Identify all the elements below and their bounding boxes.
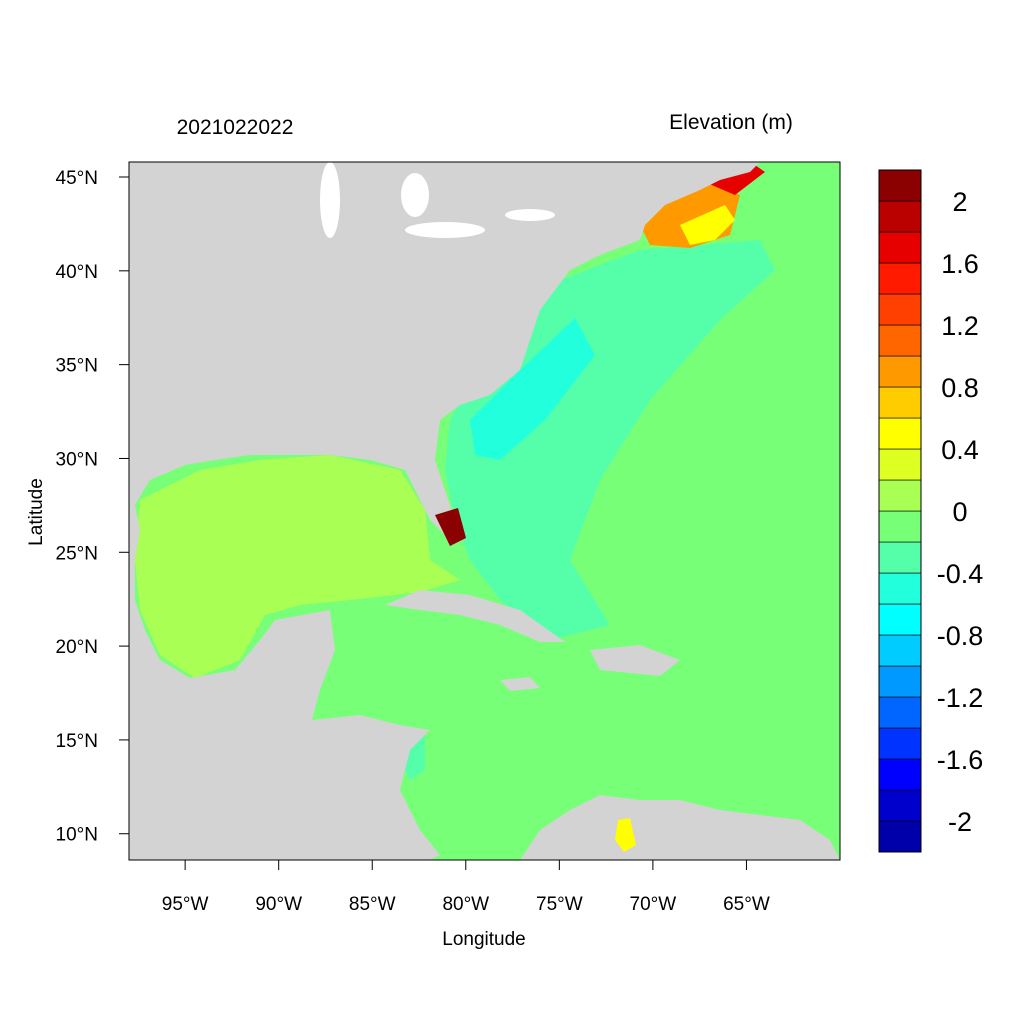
coastal-anomaly	[435, 508, 466, 546]
y-tick-label: 25°N	[56, 543, 98, 564]
colorbar-box	[878, 572, 922, 605]
colorbar-tick-label: 1.6	[941, 249, 979, 279]
colorbar-box	[878, 789, 922, 822]
x-tick-label: 75°W	[536, 894, 583, 915]
x-tick-label: 70°W	[630, 894, 677, 915]
y-tick-label: 30°N	[56, 449, 98, 470]
colorbar-box	[878, 603, 922, 636]
land	[500, 677, 540, 691]
colorbar-box	[878, 727, 922, 760]
gulf-of-maine-anomaly	[680, 205, 735, 245]
lake	[405, 222, 485, 238]
colorbar-tick-label: -0.8	[937, 621, 984, 651]
map-field	[129, 162, 840, 860]
colorbar-tick-label: 2	[952, 187, 967, 217]
y-tick-label: 40°N	[56, 262, 98, 283]
subtitle: Elevation (m)	[669, 111, 793, 134]
map-frame	[128, 161, 841, 861]
colorbar-tick-label: -2	[948, 807, 972, 837]
colorbar-box	[878, 293, 922, 326]
x-tick-label: 90°W	[255, 894, 302, 915]
y-tick-label: 20°N	[56, 637, 98, 658]
colorbar-box	[878, 324, 922, 357]
land	[385, 590, 565, 642]
colorbar-tick-label: 0	[952, 497, 967, 527]
y-tick-label: 15°N	[56, 731, 98, 752]
colorbar-box	[878, 758, 922, 791]
colorbar-box	[878, 541, 922, 574]
colorbar-frame	[878, 169, 922, 853]
y-tick-label: 35°N	[56, 356, 98, 377]
x-tick-label: 85°W	[349, 894, 396, 915]
land	[440, 795, 840, 860]
colorbar-tick-label: 1.2	[941, 311, 979, 341]
colorbar-box	[878, 510, 922, 543]
shelf-anomaly	[470, 318, 595, 460]
colorbar-box	[878, 696, 922, 729]
colorbar-box	[878, 417, 922, 450]
colorbar-box	[878, 386, 922, 419]
y-axis-label: Latitude	[26, 478, 47, 546]
colorbar-box	[878, 634, 922, 667]
colorbar-box	[878, 820, 922, 853]
colorbar-tick-label: 0.8	[941, 373, 979, 403]
coastal-anomaly	[700, 165, 765, 195]
colorbar-box	[878, 169, 922, 202]
title: 2021022022	[177, 116, 294, 139]
land	[590, 645, 680, 676]
y-tick-label: 45°N	[56, 168, 98, 189]
colorbar-box	[878, 200, 922, 233]
colorbar-box	[878, 448, 922, 481]
colorbar-tick-label: -1.2	[937, 683, 984, 713]
lake	[320, 162, 340, 238]
lake	[401, 173, 429, 217]
colorbar-box	[878, 231, 922, 264]
colorbar-box	[878, 262, 922, 295]
y-tick-label: 10°N	[56, 825, 98, 846]
colorbar-tick-label: -0.4	[937, 559, 984, 589]
x-tick-label: 65°W	[723, 894, 770, 915]
x-tick-label: 80°W	[442, 894, 489, 915]
gulf-anomaly	[135, 455, 460, 678]
land	[129, 162, 760, 860]
x-axis-label: Longitude	[442, 929, 525, 950]
colorbar-tick-label: 0.4	[941, 435, 979, 465]
lake-anomaly	[615, 818, 636, 852]
colorbar-box	[878, 479, 922, 512]
x-tick-label: 95°W	[162, 894, 209, 915]
lake	[505, 209, 555, 221]
colorbar-tick-label: -1.6	[937, 745, 984, 775]
colorbar-box	[878, 355, 922, 388]
colorbar-box	[878, 665, 922, 698]
